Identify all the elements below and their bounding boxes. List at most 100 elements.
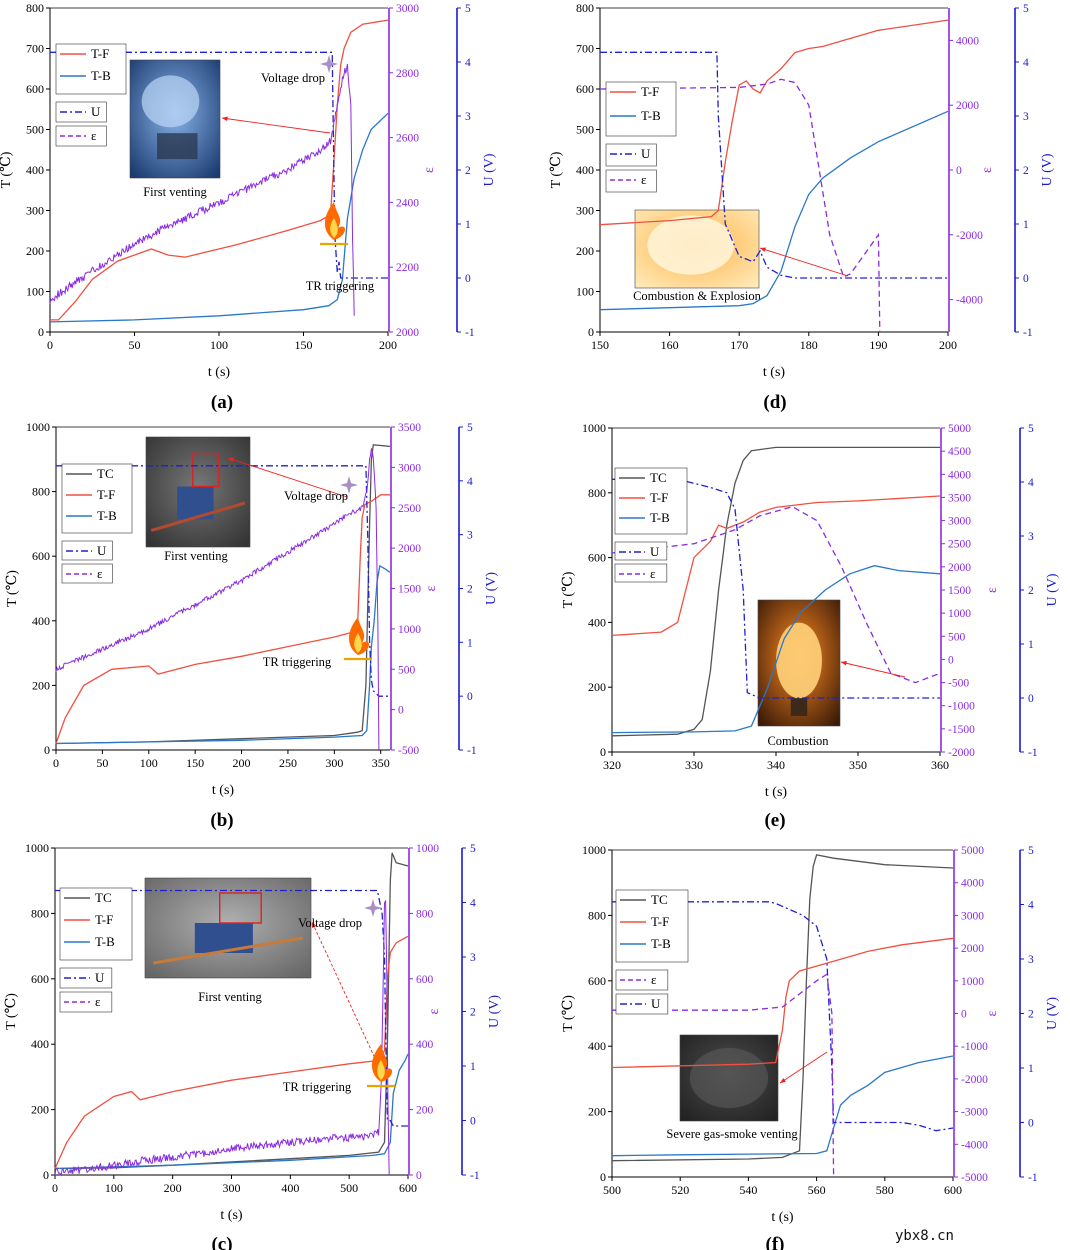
legend-box <box>615 889 689 963</box>
legend-label: ε <box>641 172 647 187</box>
series-line-T-F <box>599 19 949 226</box>
y-axis-label: T (℃) <box>561 571 576 608</box>
voltage-tick-label: 0 <box>465 273 471 285</box>
y-tick-label: 800 <box>588 908 606 922</box>
x-tick-label: 0 <box>47 338 53 352</box>
voltage-axis-label: U (V) <box>482 153 497 186</box>
voltage-drop-label: Voltage drop <box>298 916 362 930</box>
strain-tick-label: 0 <box>956 165 962 177</box>
strain-tick-label: 2000 <box>396 327 419 339</box>
voltage-tick-label: 0 <box>1028 1118 1034 1130</box>
y-tick-label: 100 <box>576 285 594 299</box>
x-tick-label: 100 <box>105 1181 123 1195</box>
strain-tick-label: 2200 <box>396 262 419 274</box>
legend-label: ε <box>97 566 103 581</box>
series-line-epsilon <box>54 900 390 1177</box>
strain-tick-label: 2500 <box>398 503 421 515</box>
voltage-axis-label: U (V) <box>484 572 499 605</box>
legend-label: U <box>95 970 105 985</box>
voltage-tick-label: 3 <box>465 111 471 123</box>
strain-tick-label: 5000 <box>948 423 971 435</box>
legend-box <box>61 463 133 534</box>
strain-tick-label: 2800 <box>396 68 419 80</box>
y-tick-label: 1000 <box>582 843 606 857</box>
legend-box-small <box>55 125 107 147</box>
series-line-T-F <box>55 494 390 744</box>
y-tick-label: 0 <box>600 745 606 759</box>
x-tick-label: 200 <box>233 756 251 770</box>
y-tick-label: 200 <box>588 680 606 694</box>
annotation-arrow-head <box>841 660 847 666</box>
legend-label: T-F <box>91 46 109 61</box>
photo-caption: First venting <box>143 185 207 199</box>
voltage-tick-label: 1 <box>470 1061 476 1073</box>
legend-label: U <box>97 543 107 558</box>
series-line-T-B <box>611 1055 954 1157</box>
strain-tick-label: -2000 <box>956 230 983 242</box>
x-tick-label: 180 <box>800 338 818 352</box>
panel-label: (a) <box>211 392 233 413</box>
annotation-arrow <box>311 921 386 1081</box>
annotation-arrow-head <box>780 1078 786 1083</box>
strain-tick-label: 1000 <box>416 843 439 855</box>
x-axis-label: t (s) <box>220 1208 243 1223</box>
panel-label: (e) <box>764 810 785 831</box>
y-tick-label: 400 <box>31 1037 49 1051</box>
x-tick-label: 150 <box>591 338 609 352</box>
voltage-tick-label: 0 <box>1028 693 1034 705</box>
series-line-T-F <box>611 495 941 637</box>
panel-label: (b) <box>210 810 233 831</box>
voltage-tick-label: 1 <box>1023 219 1029 231</box>
series-line-T-B <box>599 110 949 311</box>
strain-tick-label: -4000 <box>956 295 983 307</box>
strain-tick-label: 2500 <box>948 539 971 551</box>
x-tick-label: 300 <box>223 1181 241 1195</box>
strain-tick-label: -500 <box>398 745 419 757</box>
y-tick-label: 300 <box>576 204 594 218</box>
y-tick-label: 400 <box>32 614 50 628</box>
x-tick-label: 170 <box>730 338 748 352</box>
x-tick-label: 600 <box>399 1181 417 1195</box>
voltage-tick-label: 3 <box>1023 111 1029 123</box>
legend-label: T-B <box>95 934 115 949</box>
legend-label: T-F <box>95 912 113 927</box>
legend-label: TC <box>651 892 668 907</box>
series-line-T-F <box>54 935 409 1169</box>
voltage-tick-label: 3 <box>1028 954 1034 966</box>
y-tick-label: 700 <box>576 42 594 56</box>
x-tick-label: 150 <box>186 756 204 770</box>
y-tick-label: 300 <box>26 204 44 218</box>
voltage-drop-marker <box>320 55 338 73</box>
strain-tick-label: 400 <box>416 1039 434 1051</box>
legend-box-small <box>61 563 113 584</box>
x-tick-label: 560 <box>808 1183 826 1197</box>
y-tick-label: 400 <box>576 163 594 177</box>
voltage-tick-label: 5 <box>465 3 471 15</box>
legend-label: T-B <box>97 508 117 523</box>
voltage-tick-label: -1 <box>1028 747 1038 759</box>
legend-label: U <box>650 544 660 559</box>
voltage-axis-label: U (V) <box>1045 997 1060 1030</box>
legend-box <box>55 43 127 95</box>
y-axis-label: T (℃) <box>549 151 564 188</box>
series-line-T-B <box>611 565 941 734</box>
fire-icon-core <box>330 218 338 238</box>
strain-tick-label: 500 <box>398 664 416 676</box>
strain-tick-label: 2000 <box>961 943 984 955</box>
voltage-tick-label: -1 <box>465 327 475 339</box>
series-line-epsilon <box>55 448 380 751</box>
y-tick-label: 400 <box>26 163 44 177</box>
strain-tick-label: 4000 <box>956 35 979 47</box>
voltage-tick-label: 5 <box>1028 845 1034 857</box>
voltage-tick-label: -1 <box>1028 1172 1038 1184</box>
strain-axis-label: ε <box>985 587 1000 593</box>
x-tick-label: 580 <box>876 1183 894 1197</box>
strain-tick-label: -2000 <box>948 747 975 759</box>
voltage-tick-label: 5 <box>1028 423 1034 435</box>
x-tick-label: 200 <box>939 338 957 352</box>
x-tick-label: 500 <box>603 1183 621 1197</box>
